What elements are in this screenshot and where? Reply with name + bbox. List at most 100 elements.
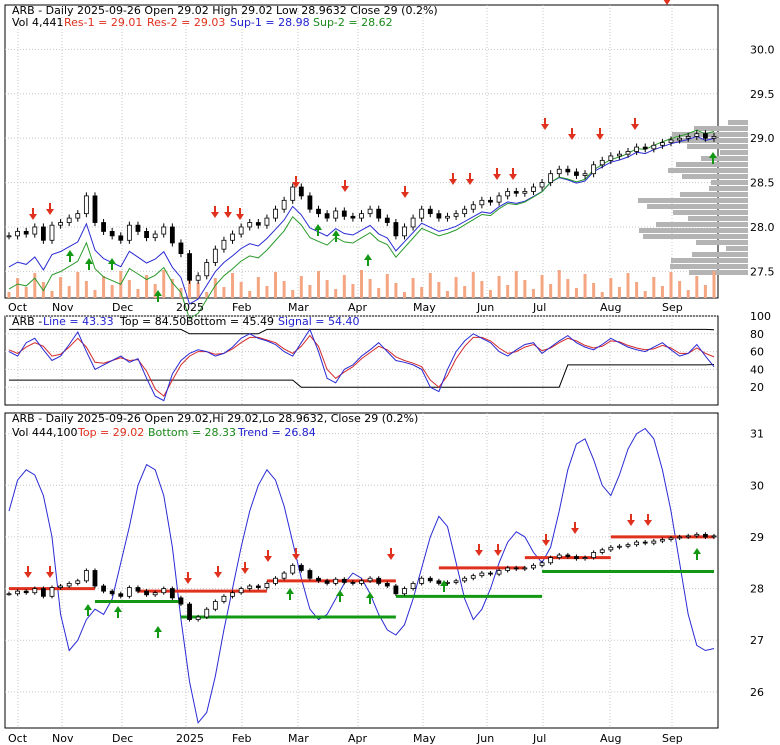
sell-arrow-lower bbox=[264, 556, 272, 562]
sell-arrow-lower bbox=[46, 572, 54, 578]
x-tick-label: Jul bbox=[532, 301, 546, 314]
sell-arrow bbox=[449, 179, 457, 185]
buy-arrow bbox=[364, 254, 372, 260]
price-candle-body bbox=[436, 213, 442, 219]
price-candle-lower-body bbox=[230, 592, 235, 597]
price-candle-lower-body bbox=[187, 603, 192, 620]
volume-bar bbox=[136, 289, 140, 298]
price-candle-lower-body bbox=[402, 588, 407, 595]
price-candle-body bbox=[230, 233, 235, 241]
volume-bar bbox=[557, 270, 561, 298]
price-candle-lower-body bbox=[703, 533, 708, 538]
volume-bar bbox=[59, 277, 63, 298]
price-candle-lower-body bbox=[92, 570, 98, 587]
price-candle-body bbox=[58, 222, 63, 226]
price-candle-lower-body bbox=[307, 570, 313, 579]
x-tick-label: Aug bbox=[600, 301, 621, 314]
price-candle-lower-body bbox=[212, 601, 218, 610]
volume-bar bbox=[274, 272, 278, 298]
price-candle-body bbox=[23, 231, 29, 235]
volume-bar bbox=[222, 287, 226, 298]
volume-bar bbox=[93, 290, 97, 298]
buy-arrow bbox=[332, 230, 340, 236]
sell-arrow bbox=[541, 124, 549, 130]
volume-bar bbox=[7, 292, 11, 298]
sell-arrow-lower bbox=[571, 528, 579, 534]
price-candle-body bbox=[341, 210, 347, 217]
volume-profile-bar bbox=[670, 138, 748, 143]
price-candle-lower-body bbox=[642, 541, 648, 544]
price-candle-lower-body bbox=[247, 585, 253, 589]
volume-profile-bar bbox=[688, 216, 748, 221]
price-candle-lower-body bbox=[574, 556, 579, 560]
price-candle-body bbox=[376, 208, 382, 219]
price-candle-body bbox=[393, 222, 399, 237]
price-candle-body bbox=[109, 231, 115, 237]
price-candle-lower-body bbox=[608, 546, 614, 551]
price-candle-body bbox=[522, 191, 528, 194]
volume-profile-bar bbox=[711, 180, 748, 185]
price-candle-lower-body bbox=[264, 583, 270, 588]
price-candle-lower-body bbox=[126, 587, 132, 597]
volume-bar bbox=[549, 284, 553, 298]
price-candle-lower-body bbox=[513, 567, 519, 570]
price-candle-lower-body bbox=[169, 588, 175, 599]
sell-arrow bbox=[466, 179, 474, 185]
price-candle-body bbox=[453, 213, 459, 217]
price-candle-lower-body bbox=[591, 552, 597, 558]
price-candle-lower-body bbox=[161, 588, 167, 594]
volume-bar bbox=[428, 273, 432, 298]
sell-arrow-lower bbox=[644, 520, 652, 526]
volume-profile-bar bbox=[671, 258, 748, 263]
price-candle-lower-body bbox=[488, 572, 493, 575]
buy-arrow-lower bbox=[114, 606, 122, 612]
buy-arrow-lower bbox=[286, 588, 294, 594]
panel3-vol: Vol 444,100 bbox=[12, 426, 77, 439]
x-tick-label-lower: Feb bbox=[232, 732, 251, 745]
x-tick-label-lower: Dec bbox=[112, 732, 133, 745]
sell-arrow-lower bbox=[542, 540, 550, 546]
sell-arrow bbox=[236, 214, 244, 220]
volume-bar bbox=[153, 284, 157, 298]
volume-profile-bar bbox=[680, 192, 748, 197]
volume-profile-bar bbox=[689, 270, 748, 275]
volume-bar bbox=[695, 276, 699, 298]
volume-bar bbox=[652, 277, 656, 298]
volume-profile-bar bbox=[728, 120, 748, 125]
volume-bar bbox=[127, 280, 131, 298]
volume-bar bbox=[360, 270, 363, 298]
volume-bar bbox=[334, 289, 338, 298]
price-candle-lower-body bbox=[677, 536, 683, 539]
volume-bar bbox=[145, 275, 149, 298]
price-candle-lower-body bbox=[651, 540, 657, 544]
price-candle-lower-body bbox=[101, 585, 106, 592]
price-candle-lower-body bbox=[152, 592, 158, 596]
volume-bar bbox=[265, 286, 269, 298]
price-candle-body bbox=[101, 222, 106, 232]
price-candle-body bbox=[281, 199, 287, 210]
price-candle-lower-body bbox=[333, 578, 339, 584]
volume-bar bbox=[488, 290, 492, 298]
volume-profile-bar bbox=[639, 228, 748, 233]
price-candle-lower-body bbox=[49, 587, 55, 597]
volume-bar bbox=[437, 282, 441, 298]
price-candle-lower-body bbox=[195, 616, 201, 620]
signal-line bbox=[8, 334, 715, 397]
y-tick-label: 30 bbox=[750, 479, 764, 492]
x-tick-label-lower: Jun bbox=[476, 732, 494, 745]
trend-line bbox=[8, 427, 715, 724]
price-candle-body bbox=[445, 215, 450, 219]
price-candle-body bbox=[479, 199, 485, 206]
volume-bar bbox=[351, 284, 355, 298]
volume-bar bbox=[686, 290, 690, 298]
price-candle-body bbox=[169, 226, 175, 244]
panel3-trend: Trend = 26.84 bbox=[237, 426, 316, 439]
price-candle-lower-body bbox=[221, 595, 227, 602]
price-candle-body bbox=[92, 195, 98, 223]
buy-arrow-lower bbox=[693, 548, 701, 554]
volume-bar bbox=[188, 274, 192, 298]
price-candle-body bbox=[660, 142, 665, 146]
x-tick-label: Nov bbox=[52, 301, 74, 314]
x-tick-label-lower: Apr bbox=[348, 732, 368, 745]
y-tick-label: 31 bbox=[750, 428, 764, 441]
